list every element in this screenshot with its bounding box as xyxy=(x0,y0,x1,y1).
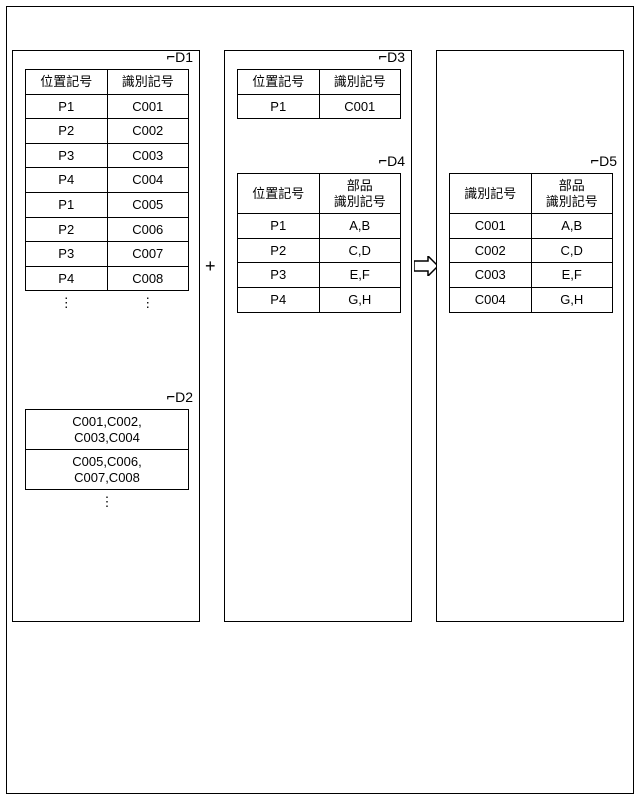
table-row: P1C001 xyxy=(26,94,189,119)
plus-operator: + xyxy=(205,256,216,277)
table-row: C002C,D xyxy=(450,238,613,263)
panel-left: ⌐D1 位置記号 識別記号 P1C001 P2C002 P3C003 P4C00… xyxy=(12,50,200,622)
table-row: P1C001 xyxy=(238,94,401,119)
table-row: P4C004 xyxy=(26,168,189,193)
table-row: P4G,H xyxy=(238,287,401,312)
d1-col-0: 位置記号 xyxy=(26,70,108,95)
table-row-ellipsis: ⋮ ⋮ xyxy=(26,291,189,315)
table-row: P3C007 xyxy=(26,242,189,267)
table-row: P4C008 xyxy=(26,266,189,291)
label-d3: ⌐D3 xyxy=(379,49,405,66)
table-d3: 位置記号 識別記号 P1C001 xyxy=(237,69,401,119)
d1-col-1: 識別記号 xyxy=(107,70,189,95)
label-d5-text: D5 xyxy=(599,153,617,169)
table-row-ellipsis: ⋮ xyxy=(26,490,189,514)
table-d5: 識別記号 部品 識別記号 C001A,B C002C,D C003E,F C00… xyxy=(449,173,613,313)
d5-col-1: 部品 識別記号 xyxy=(531,174,613,214)
table-row: P3C003 xyxy=(26,143,189,168)
table-d4: 位置記号 部品 識別記号 P1A,B P2C,D P3E,F P4G,H xyxy=(237,173,401,313)
diagram-canvas: ⌐D1 位置記号 識別記号 P1C001 P2C002 P3C003 P4C00… xyxy=(0,0,640,803)
table-row: C001,C002, C003,C004 xyxy=(26,410,189,450)
table-row: C005,C006, C007,C008 xyxy=(26,450,189,490)
table-row: C004G,H xyxy=(450,287,613,312)
table-d1: 位置記号 識別記号 P1C001 P2C002 P3C003 P4C004 P1… xyxy=(25,69,189,315)
table-row: C003E,F xyxy=(450,263,613,288)
table-d2: C001,C002, C003,C004 C005,C006, C007,C00… xyxy=(25,409,189,514)
label-d1-text: D1 xyxy=(175,49,193,65)
d3-col-1: 識別記号 xyxy=(319,70,401,95)
label-d2: ⌐D2 xyxy=(167,389,193,406)
table-row: P1C005 xyxy=(26,192,189,217)
label-d4: ⌐D4 xyxy=(379,153,405,170)
label-d5: ⌐D5 xyxy=(591,153,617,170)
d4-col-0: 位置記号 xyxy=(238,174,320,214)
panel-right: ⌐D5 識別記号 部品 識別記号 C001A,B C002C,D C003E,F… xyxy=(436,50,624,622)
label-d3-text: D3 xyxy=(387,49,405,65)
table-row: P3E,F xyxy=(238,263,401,288)
label-d2-text: D2 xyxy=(175,389,193,405)
table-row: P1A,B xyxy=(238,214,401,239)
d5-col-0: 識別記号 xyxy=(450,174,532,214)
d4-col-1: 部品 識別記号 xyxy=(319,174,401,214)
arrow-icon xyxy=(414,256,438,276)
label-d4-text: D4 xyxy=(387,153,405,169)
d3-col-0: 位置記号 xyxy=(238,70,320,95)
table-row: C001A,B xyxy=(450,214,613,239)
table-row: P2C002 xyxy=(26,119,189,144)
panel-middle: ⌐D3 位置記号 識別記号 P1C001 ⌐D4 位置記号 部品 識別記号 P1… xyxy=(224,50,412,622)
table-row: P2C,D xyxy=(238,238,401,263)
label-d1: ⌐D1 xyxy=(167,49,193,66)
table-row: P2C006 xyxy=(26,217,189,242)
